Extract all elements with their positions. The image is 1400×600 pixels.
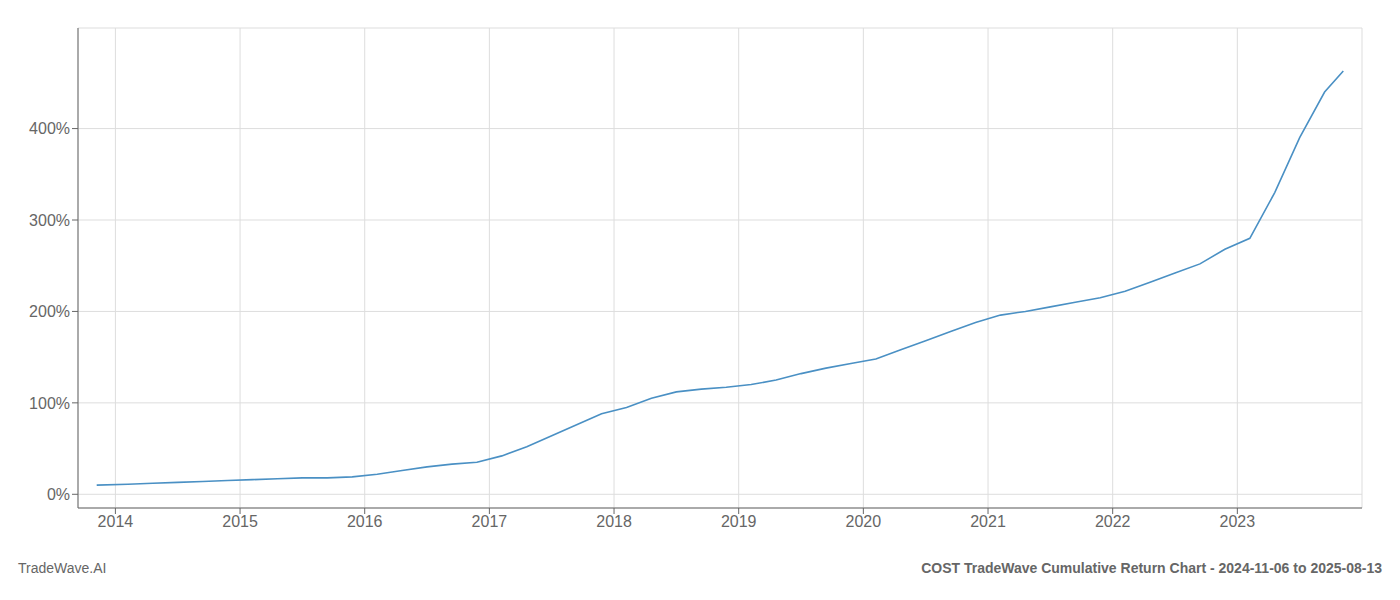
svg-text:2016: 2016 bbox=[347, 513, 383, 530]
html-text:COST TradeWave Cumulative Retu: COST TradeWave Cumulative Return Chart -… bbox=[921, 560, 1382, 576]
svg-text:2014: 2014 bbox=[98, 513, 134, 530]
svg-text:2021: 2021 bbox=[970, 513, 1006, 530]
svg-text:2022: 2022 bbox=[1095, 513, 1131, 530]
svg-text:2023: 2023 bbox=[1220, 513, 1256, 530]
svg-text:100%: 100% bbox=[29, 395, 70, 412]
svg-text:2017: 2017 bbox=[472, 513, 508, 530]
svg-text:0%: 0% bbox=[47, 486, 70, 503]
svg-text:400%: 400% bbox=[29, 120, 70, 137]
html-text:TradeWave.AI: TradeWave.AI bbox=[18, 560, 107, 576]
svg-text:2018: 2018 bbox=[596, 513, 632, 530]
svg-text:2015: 2015 bbox=[222, 513, 258, 530]
svg-text:200%: 200% bbox=[29, 303, 70, 320]
svg-text:2020: 2020 bbox=[846, 513, 882, 530]
svg-text:2019: 2019 bbox=[721, 513, 757, 530]
svg-text:300%: 300% bbox=[29, 212, 70, 229]
